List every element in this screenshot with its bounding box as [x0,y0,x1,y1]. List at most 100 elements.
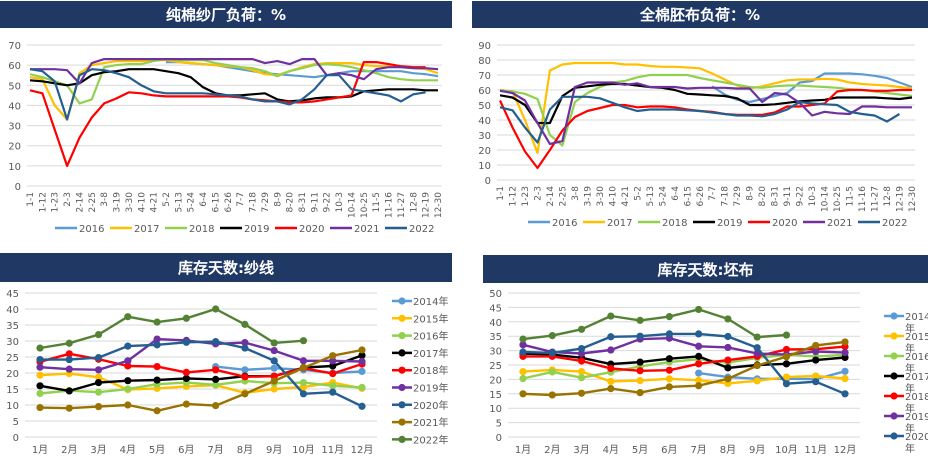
data-point [636,376,644,385]
y-tick-label: 30 [478,131,491,142]
y-tick-label: 15 [489,390,502,401]
data-point [94,354,103,362]
legend-marker [890,392,898,400]
data-point [724,343,732,352]
data-point [812,347,820,356]
data-point [577,389,586,397]
series-2022-line [499,95,901,144]
data-point [358,367,366,375]
chart-title-fabric-inventory: 库存天数:坯布 [483,255,928,283]
x-tick-label: 9月 [749,444,765,456]
data-point [36,389,44,398]
data-point [665,355,673,363]
data-point [270,357,278,365]
x-tick-label: 10-14 [347,192,357,218]
x-tick-label: 9-11 [310,192,320,212]
x-tick-label: 2-25 [88,192,98,212]
legend-label: 2016 [552,218,577,229]
data-point [548,368,556,376]
data-point [212,375,220,383]
data-point [519,368,527,376]
y-tick-label: 10 [478,161,491,172]
series-2022-line [29,68,426,121]
data-point [636,389,644,397]
x-tick-label: 11-27 [397,192,407,218]
data-point [695,369,703,377]
chart-title-yarn-inventory: 库存天数:纱线 [0,253,452,282]
data-point [782,360,791,368]
data-point [94,331,103,339]
x-tick-label: 5-13 [174,192,184,212]
legend-label: 2022 [409,224,434,235]
x-tick-label: 12-19 [422,192,432,218]
x-tick-label: 4-21 [150,192,160,212]
data-point [782,380,791,388]
data-point [607,377,615,386]
x-tick-label: 3-8 [571,186,581,201]
legend-marker [890,372,898,380]
data-point [782,331,791,339]
x-tick-label: 2-14 [75,192,85,213]
data-point [270,377,278,385]
y-tick-label: 50 [8,81,21,92]
data-point [695,382,703,390]
data-point [753,361,761,370]
y-tick-label: 45 [489,303,502,314]
legend-label: 2019 [244,224,269,235]
data-point [212,338,220,346]
y-tick-label: 0 [496,433,502,444]
data-point [182,400,190,408]
legend-label: 2020 [299,224,324,235]
data-point [124,313,132,321]
series-2017年-line [522,352,846,370]
data-point [212,366,220,374]
y-tick-label: 80 [478,56,491,67]
data-point [241,390,249,398]
x-tick-label: 12月 [351,444,374,456]
y-tick-label: 30 [489,347,502,358]
x-tick-label: 1-1 [496,186,506,201]
data-point [607,333,615,341]
legend-marker [398,349,406,357]
y-tick-label: 5 [13,417,19,428]
data-point [841,390,849,398]
series-2022年-line [522,308,787,341]
data-point [577,325,586,333]
data-point [212,381,220,389]
x-tick-label: 8-31 [298,192,308,212]
data-point [548,349,556,357]
data-point [241,373,249,381]
data-point [358,346,366,354]
data-point [665,330,673,338]
x-tick-label: 10月 [292,444,315,456]
x-tick-label: 6-15 [211,192,221,212]
x-tick-label: 6-26 [696,186,706,207]
chart-1: 0 10 20 30 40 50 60 70 80 90 1-1 1-12 1-23 2-3 2-14 2-2… [478,41,918,229]
y-tick-label: 35 [6,321,19,332]
data-point [36,371,44,379]
data-point [94,388,103,396]
legend-marker [890,432,898,440]
data-point [636,316,644,324]
legend-label: 2021 [827,218,852,229]
data-point [519,390,527,398]
data-point [812,378,820,386]
data-point [329,357,337,365]
data-point [270,347,278,355]
chart-title-fabric-load: 全棉胚布负荷：% [472,1,928,28]
x-tick-label: 6-26 [224,192,234,213]
series-2015年-line [522,368,846,385]
data-point [94,373,103,381]
y-tick-label: 70 [478,71,491,82]
x-tick-label: 12-8 [409,192,419,213]
data-point [153,318,161,326]
legend-label: 2016年 [413,330,448,343]
legend-marker [398,297,406,305]
series-2020-line [499,88,912,170]
x-tick-label: 3月 [90,444,106,456]
data-point [329,382,337,390]
data-point [299,379,308,387]
x-tick-label: 11-16 [385,192,395,218]
data-point [665,375,673,383]
